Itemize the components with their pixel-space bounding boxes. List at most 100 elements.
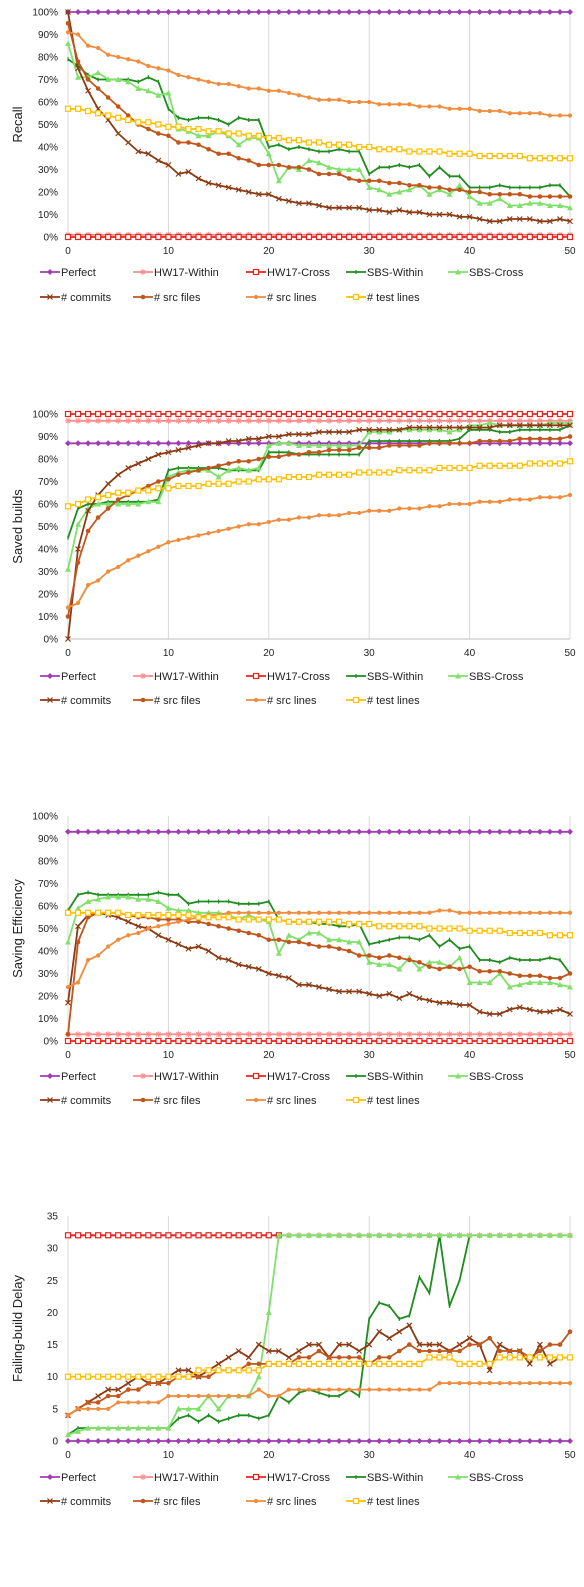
data-point	[406, 148, 413, 155]
data-point	[567, 492, 573, 498]
data-point	[215, 182, 222, 189]
data-point	[165, 449, 172, 456]
data-point	[95, 1373, 102, 1380]
data-point	[74, 105, 82, 112]
data-point	[305, 157, 312, 163]
data-point	[537, 436, 543, 442]
data-point	[175, 828, 182, 835]
data-point	[95, 494, 102, 501]
data-point	[486, 233, 493, 241]
data-point	[456, 233, 463, 241]
data-point	[437, 185, 442, 190]
data-point	[486, 218, 493, 225]
legend: Perfect HW17-Within HW17-Cross SBS-Within SB…	[40, 1071, 524, 1107]
data-point	[256, 456, 262, 462]
data-point	[306, 449, 312, 455]
data-point	[75, 828, 82, 835]
data-point	[175, 1037, 182, 1045]
data-point	[195, 233, 202, 241]
data-point	[547, 194, 553, 199]
data-point	[286, 910, 291, 915]
legend-label: HW17-Cross	[267, 671, 330, 683]
data-point	[205, 1438, 212, 1444]
data-point	[335, 918, 343, 925]
data-point	[406, 186, 413, 193]
data-point	[225, 914, 232, 921]
data-point	[376, 828, 383, 835]
data-point	[246, 158, 252, 163]
data-point	[105, 909, 112, 916]
legend-marker	[47, 697, 53, 703]
data-point	[125, 78, 132, 85]
y-tick-label: 50%	[38, 924, 58, 935]
data-point	[85, 828, 92, 835]
data-point	[305, 828, 312, 835]
data-point	[496, 927, 503, 934]
legend-item: # test lines	[346, 1095, 420, 1107]
data-point	[386, 1037, 393, 1045]
x-tick-label: 20	[263, 1050, 275, 1061]
data-point	[537, 910, 542, 915]
data-point	[245, 963, 252, 970]
data-point	[255, 916, 262, 923]
data-point	[507, 111, 512, 116]
data-point	[406, 828, 413, 835]
data-point	[84, 1037, 92, 1045]
legend-item: # test lines	[346, 695, 420, 707]
data-point	[105, 1386, 112, 1393]
data-point	[156, 1380, 161, 1386]
data-point	[356, 9, 363, 15]
data-point	[125, 1387, 131, 1392]
data-point	[426, 997, 433, 1004]
data-point	[396, 1438, 403, 1444]
data-point	[275, 417, 282, 424]
data-point	[567, 910, 573, 915]
data-point	[65, 605, 71, 610]
data-point	[125, 233, 132, 241]
data-point	[255, 410, 262, 418]
data-point	[155, 898, 162, 904]
data-point	[546, 1232, 553, 1238]
data-point	[466, 417, 473, 424]
data-point	[266, 910, 271, 915]
data-point	[65, 828, 71, 835]
data-point	[195, 1037, 202, 1045]
data-point	[366, 1031, 373, 1038]
data-point	[226, 151, 231, 157]
data-point	[476, 1031, 483, 1038]
data-point	[346, 442, 353, 448]
data-point	[306, 1387, 312, 1392]
data-point	[265, 150, 272, 157]
data-point	[155, 1438, 162, 1444]
data-point	[356, 1438, 363, 1444]
data-point	[125, 1031, 132, 1038]
data-point	[496, 152, 503, 160]
data-point	[125, 918, 132, 925]
data-point	[145, 487, 152, 494]
data-point	[206, 921, 211, 927]
data-point	[96, 1406, 101, 1411]
data-point	[255, 435, 262, 442]
data-point	[456, 828, 463, 835]
data-point	[95, 828, 102, 835]
data-point	[135, 417, 142, 424]
data-point	[95, 110, 102, 117]
data-point	[557, 975, 563, 981]
data-point	[196, 1393, 201, 1399]
data-point	[105, 1373, 112, 1380]
data-point	[377, 910, 382, 915]
data-point	[407, 1387, 412, 1392]
data-point	[347, 1387, 352, 1392]
data-point	[316, 1031, 322, 1038]
data-point	[235, 141, 242, 148]
data-point	[536, 200, 543, 206]
data-point	[466, 9, 473, 15]
data-point	[146, 63, 151, 69]
data-point	[295, 1031, 302, 1038]
data-point	[295, 1360, 303, 1367]
data-point	[457, 910, 462, 915]
data-point	[526, 1438, 533, 1444]
data-point	[547, 1381, 553, 1386]
data-point	[346, 9, 353, 15]
data-point	[447, 440, 452, 446]
